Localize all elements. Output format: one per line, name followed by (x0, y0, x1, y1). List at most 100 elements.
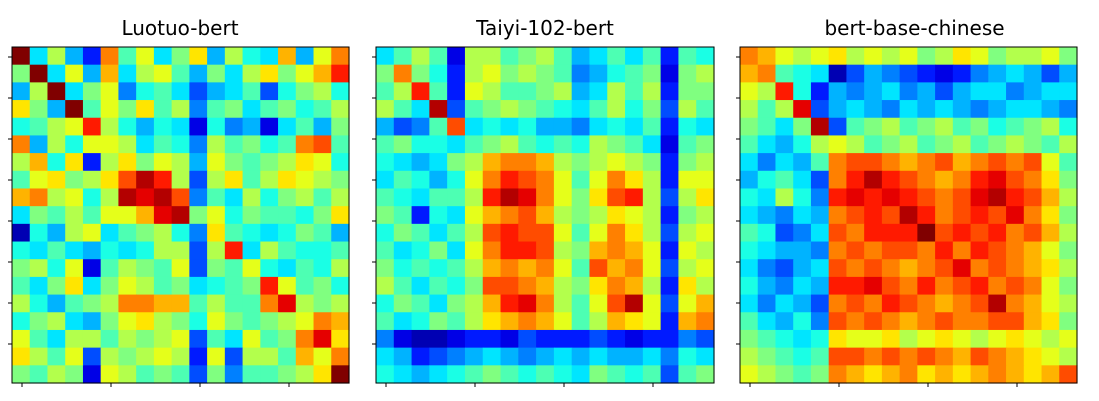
heatmap-cell (952, 241, 972, 260)
heatmap-cell (153, 241, 173, 260)
heatmap-cell (660, 82, 680, 101)
heatmap-cell (118, 347, 137, 366)
heatmap-cell (1041, 347, 1060, 366)
heatmap-cell (793, 82, 812, 101)
heatmap-cell (1023, 312, 1043, 331)
heatmap-cell (571, 206, 591, 225)
heatmap-cell (207, 347, 226, 366)
heatmap-cell (500, 312, 519, 331)
heatmap-cell (171, 312, 190, 331)
heatmap-cell (29, 153, 49, 172)
heatmap-cell (935, 47, 954, 66)
heatmap-cell (224, 206, 244, 225)
heatmap-cell (864, 312, 883, 331)
heatmap-cell (1041, 259, 1060, 278)
heatmap-cell (864, 117, 883, 137)
heatmap-cell (642, 241, 662, 260)
heatmap-cell (935, 206, 954, 225)
heatmap-cell (278, 241, 297, 260)
heatmap-cell (642, 365, 662, 384)
heatmap-cell (625, 47, 644, 66)
heatmap-cell (660, 153, 680, 172)
heatmap-cell (775, 223, 794, 243)
heatmap-cell (447, 206, 466, 225)
heatmap-cell (118, 329, 137, 349)
heatmap-cell (313, 294, 332, 313)
heatmap-cell (793, 117, 812, 137)
heatmap-cell (678, 117, 697, 137)
heatmap-cell (917, 329, 936, 349)
heatmap-cell (482, 223, 502, 243)
heatmap-cell (846, 276, 865, 296)
heatmap-cell (1023, 347, 1043, 366)
heatmap-cell (482, 100, 502, 119)
plot-frame (11, 46, 350, 384)
heatmap-cell (935, 365, 954, 384)
heatmap-cell (1059, 64, 1078, 83)
heatmap-cell (864, 206, 883, 225)
heatmap-cell (571, 135, 591, 154)
heatmap-cell (589, 82, 608, 101)
heatmap-cell (207, 329, 226, 349)
heatmap-cell (118, 241, 137, 260)
heatmap-cell (260, 47, 279, 66)
heatmap-cell (207, 276, 226, 296)
heatmap-cell (828, 347, 848, 366)
heatmap-cell (411, 206, 430, 225)
heatmap-cell (589, 153, 608, 172)
heatmap-cell (536, 223, 555, 243)
heatmap-cell (1023, 276, 1043, 296)
heatmap-cell (500, 329, 519, 349)
heatmap-cell (775, 206, 794, 225)
heatmap-cell (642, 64, 662, 83)
heatmap-cell (828, 329, 848, 349)
heatmap-cell (678, 365, 697, 384)
heatmap-cell (136, 153, 155, 172)
heatmap-cell (881, 100, 901, 119)
heatmap-cell (65, 170, 84, 190)
heatmap-cell (740, 135, 759, 154)
heatmap-cell (171, 153, 190, 172)
heatmap-cell (793, 223, 812, 243)
heatmap-cell (696, 259, 715, 278)
heatmap-cell (136, 170, 155, 190)
heatmap-cell (642, 294, 662, 313)
heatmap-cell (411, 64, 430, 83)
heatmap-cell (607, 153, 626, 172)
heatmap-cell (242, 188, 261, 207)
heatmap-cell (970, 82, 989, 101)
heatmap-cell (1006, 153, 1025, 172)
heatmap-cell (464, 135, 484, 154)
heatmap-cell (625, 170, 644, 190)
heatmap-cell (500, 206, 519, 225)
heatmap-cell (118, 47, 137, 66)
heatmap-cell (828, 241, 848, 260)
heatmap-cell (171, 365, 190, 384)
heatmap-cell (171, 347, 190, 366)
heatmap-cell (846, 365, 865, 384)
heatmap-cell (171, 117, 190, 137)
heatmap-cell (696, 206, 715, 225)
heatmap-cell (207, 206, 226, 225)
heatmap-cell (376, 153, 395, 172)
heatmap-cell (1023, 329, 1043, 349)
heatmap-cell (242, 312, 261, 331)
heatmap-cell (810, 188, 830, 207)
heatmap-cell (757, 365, 777, 384)
heatmap-cell (482, 276, 502, 296)
heatmap-cell (571, 259, 591, 278)
heatmap-cell (260, 206, 279, 225)
heatmap-cell (12, 64, 31, 83)
heatmap-cell (828, 100, 848, 119)
heatmap-cell (518, 329, 537, 349)
heatmap-cell (571, 64, 591, 83)
heatmap-cell (810, 64, 830, 83)
heatmap-cell (65, 47, 84, 66)
heatmap-cell (376, 259, 395, 278)
heatmap-cell (429, 294, 448, 313)
heatmap-cell (899, 135, 918, 154)
heatmap-cell (278, 100, 297, 119)
heatmap-cell (82, 47, 102, 66)
heatmap-cell (740, 206, 759, 225)
heatmap-cell (881, 206, 901, 225)
